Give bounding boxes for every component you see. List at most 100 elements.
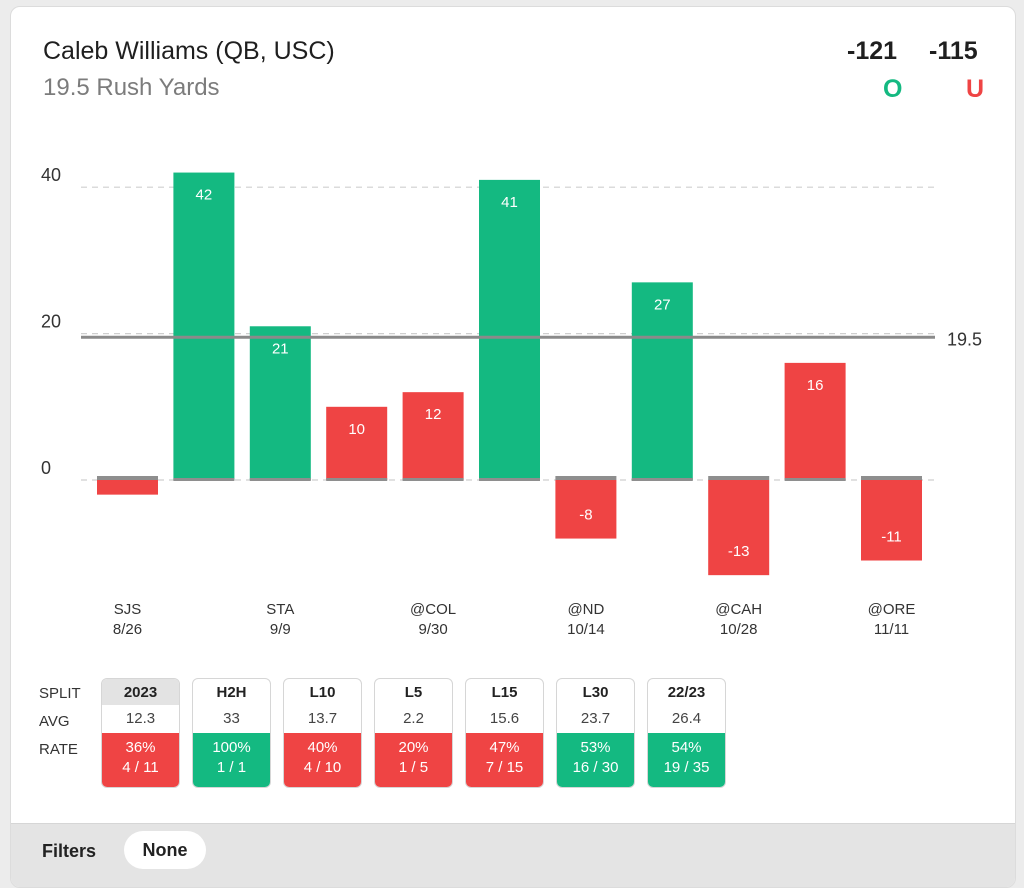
split-column-l30[interactable]: L30 23.7 53% 16 / 30	[556, 678, 635, 788]
x-tick-opponent: @COL	[410, 601, 456, 618]
under-odds[interactable]: -115	[929, 37, 978, 65]
split-hit-rate: 53% 16 / 30	[557, 733, 634, 787]
bar	[97, 480, 158, 495]
split-rate-fraction: 7 / 15	[485, 759, 524, 776]
bar-value-label: 27	[654, 296, 671, 313]
split-row-label: SPLIT	[39, 685, 81, 702]
split-average: 13.7	[307, 710, 338, 727]
bar	[555, 480, 617, 539]
x-tick-date: 9/9	[270, 621, 291, 638]
split-rate-percent: 36%	[125, 739, 156, 756]
reference-line-label: 19.5	[947, 329, 982, 349]
prop-card: Caleb Williams (QB, USC) 19.5 Rush Yards…	[10, 6, 1016, 888]
over-odds[interactable]: -121	[847, 37, 898, 65]
bar-baseline	[708, 476, 770, 480]
split-column-h2h[interactable]: H2H 33 100% 1 / 1	[192, 678, 271, 788]
bar-value-label: 16	[807, 377, 824, 394]
split-column-l5[interactable]: L5 2.2 20% 1 / 5	[374, 678, 453, 788]
split-rate-fraction: 1 / 1	[216, 759, 247, 776]
bar-value-label: 42	[196, 187, 213, 204]
bar	[402, 392, 464, 480]
split-label: L30	[582, 684, 609, 701]
bar-value-label: -11	[881, 529, 902, 546]
bar-baseline	[631, 478, 693, 481]
x-tick-opponent: @CAH	[715, 601, 762, 618]
split-hit-rate: 47% 7 / 15	[466, 733, 543, 787]
y-tick-label: 20	[41, 312, 61, 332]
split-rate-percent: 47%	[489, 739, 520, 756]
split-column-2023[interactable]: 2023 12.3 36% 4 / 11	[101, 678, 180, 788]
split-label: 22/23	[667, 684, 706, 701]
x-tick-date: 8/26	[113, 621, 142, 638]
split-hit-rate: 54% 19 / 35	[648, 733, 725, 787]
bar-value-label: 41	[501, 194, 518, 211]
split-hit-rate: 36% 4 / 11	[102, 733, 179, 787]
x-tick-opponent: SJS	[114, 601, 142, 618]
rush-yards-chart: 0 20 40 42 21 10 12 41 -8 27 -13 16 -11 19.5 SJS 8/26 ST…	[41, 165, 982, 638]
bar-baseline	[173, 478, 235, 481]
bar-baseline	[784, 478, 846, 481]
y-tick-label: 0	[41, 458, 51, 478]
split-hit-rate: 100% 1 / 1	[193, 733, 270, 787]
split-hit-rate: 40% 4 / 10	[284, 733, 361, 787]
split-rate-percent: 20%	[398, 739, 429, 756]
bar	[631, 282, 693, 480]
split-column-l15[interactable]: L15 15.6 47% 7 / 15	[465, 678, 544, 788]
bar	[784, 362, 846, 480]
y-tick-label: 40	[41, 165, 61, 185]
split-average: 15.6	[489, 710, 520, 727]
bar	[479, 179, 540, 480]
bar-value-label: 12	[425, 406, 442, 423]
split-average: 26.4	[671, 710, 702, 727]
x-tick-opponent: @ORE	[868, 601, 916, 618]
bar-value-label: 21	[272, 340, 289, 357]
x-tick-opponent: @ND	[567, 601, 604, 618]
split-average: 33	[223, 710, 240, 727]
bar-baseline	[555, 476, 617, 480]
split-label: H2H	[216, 684, 247, 701]
split-average: 2.2	[403, 710, 424, 727]
split-rate-percent: 100%	[212, 739, 251, 756]
player-name: Caleb Williams (QB, USC)	[43, 37, 335, 65]
rate-row-label: RATE	[39, 741, 78, 758]
x-tick-date: 11/11	[874, 621, 909, 638]
split-rate-percent: 40%	[307, 739, 338, 756]
split-label: L15	[491, 684, 518, 701]
split-rate-fraction: 1 / 5	[398, 759, 429, 776]
x-tick-date: 10/28	[720, 621, 758, 638]
filter-none-button[interactable]: None	[124, 831, 206, 869]
bar	[326, 406, 388, 480]
under-label: U	[966, 75, 985, 103]
filters-label: Filters	[42, 841, 97, 861]
avg-row-label: AVG	[39, 713, 70, 730]
bar-baseline	[97, 476, 158, 480]
bar	[708, 480, 770, 576]
bar-baseline	[402, 478, 464, 481]
split-column-2223[interactable]: 22/23 26.4 54% 19 / 35	[647, 678, 726, 788]
split-rate-fraction: 19 / 35	[663, 759, 710, 776]
split-rate-fraction: 16 / 30	[572, 759, 619, 776]
bar-baseline	[861, 476, 922, 480]
bar-value-label: 10	[348, 421, 365, 438]
bar-baseline	[326, 478, 388, 481]
split-average: 23.7	[580, 710, 611, 727]
x-tick-opponent: STA	[266, 601, 294, 618]
bar	[173, 172, 235, 480]
split-label: 2023	[102, 679, 179, 705]
bar-value-label: -13	[728, 543, 750, 560]
split-rate-fraction: 4 / 11	[122, 759, 159, 776]
x-tick-date: 10/14	[567, 621, 605, 638]
x-tick-date: 9/30	[418, 621, 447, 638]
split-rate-percent: 54%	[671, 739, 702, 756]
split-label: L10	[309, 684, 336, 701]
prop-line: 19.5 Rush Yards	[43, 74, 220, 101]
bar	[861, 480, 922, 561]
split-rate-percent: 53%	[580, 739, 611, 756]
bar-value-label: -8	[579, 507, 592, 524]
over-label: O	[883, 75, 903, 103]
bar-baseline	[249, 478, 311, 481]
split-rate-fraction: 4 / 10	[303, 759, 342, 776]
split-label: L5	[404, 684, 423, 701]
split-column-l10[interactable]: L10 13.7 40% 4 / 10	[283, 678, 362, 788]
bar-baseline	[479, 478, 540, 481]
